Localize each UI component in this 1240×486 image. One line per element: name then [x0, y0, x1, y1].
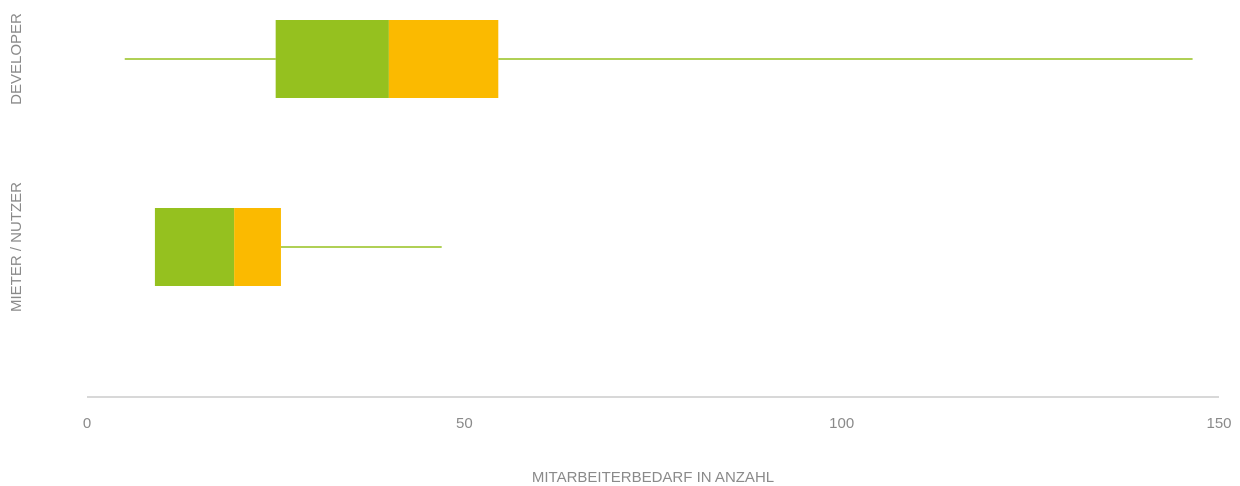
y-category-label: MIETER / NUTZER — [8, 182, 25, 312]
x-tick-label: 100 — [829, 415, 854, 432]
x-tick-label: 50 — [456, 415, 473, 432]
box-lower — [154, 208, 235, 286]
box-lower — [275, 20, 389, 98]
x-tick-label: 0 — [83, 415, 91, 432]
box-upper — [234, 208, 281, 286]
x-axis-label: MITARBEITERBEDARF IN ANZAHL — [532, 469, 774, 486]
x-tick-label: 150 — [1206, 415, 1231, 432]
box-upper — [388, 20, 499, 98]
y-category-label: DEVELOPER — [8, 13, 25, 105]
